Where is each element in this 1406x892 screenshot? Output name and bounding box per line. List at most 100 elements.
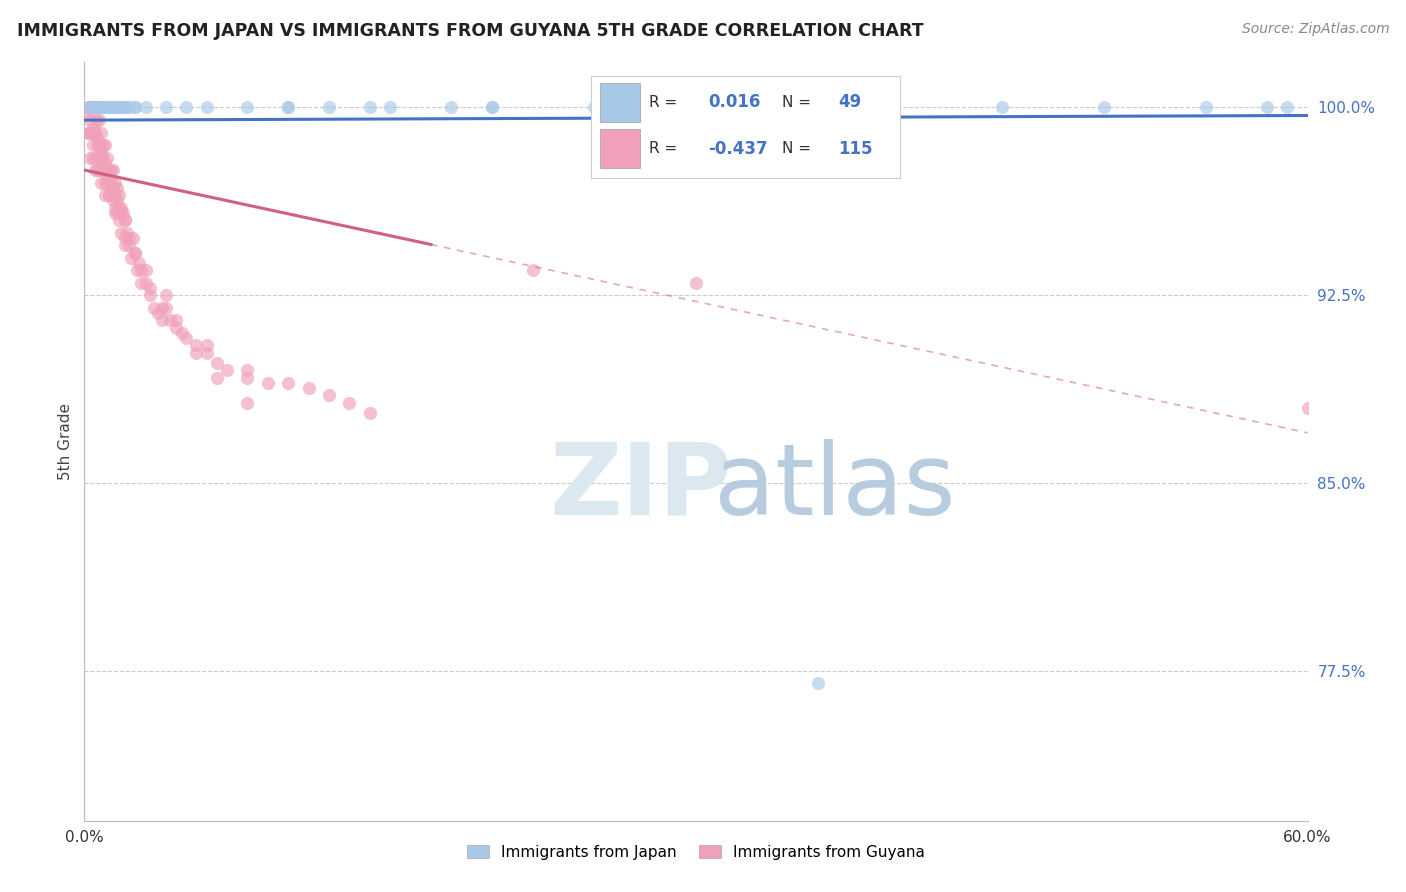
Point [186, 338, 208, 352]
Point [93, 138, 115, 153]
Point [685, 276, 707, 290]
Point [83, 126, 105, 140]
Point [105, 193, 128, 207]
Point [481, 100, 503, 114]
Point [87, 100, 110, 114]
Point [91, 138, 114, 153]
Point [90, 145, 112, 160]
Point [104, 188, 127, 202]
Point [118, 230, 141, 244]
Point [127, 263, 149, 277]
Point [155, 100, 177, 114]
Point [131, 263, 153, 277]
Point [174, 331, 197, 345]
Point [82, 100, 104, 114]
Point [122, 230, 145, 244]
Point [91, 151, 114, 165]
Point [150, 301, 173, 315]
Point [131, 276, 153, 290]
Text: ZIP: ZIP [550, 439, 733, 535]
Point [807, 676, 830, 690]
Point [86, 138, 108, 153]
Point [277, 100, 299, 114]
Point [118, 100, 141, 114]
Point [90, 126, 112, 140]
Point [87, 138, 110, 153]
Point [991, 100, 1014, 114]
Point [142, 301, 165, 315]
Point [83, 100, 105, 114]
Point [86, 113, 108, 128]
Point [105, 205, 128, 219]
Point [1092, 100, 1115, 114]
Point [79, 100, 101, 114]
Point [83, 126, 105, 140]
Point [108, 188, 131, 202]
Point [217, 363, 239, 377]
Point [82, 120, 104, 135]
Point [100, 176, 122, 190]
Text: 0.016: 0.016 [709, 94, 761, 112]
Point [298, 381, 321, 395]
Text: 49: 49 [838, 94, 862, 112]
Text: IMMIGRANTS FROM JAPAN VS IMMIGRANTS FROM GUYANA 5TH GRADE CORRELATION CHART: IMMIGRANTS FROM JAPAN VS IMMIGRANTS FROM… [17, 22, 924, 40]
Point [97, 188, 120, 202]
Point [86, 151, 108, 165]
Point [380, 100, 402, 114]
Point [135, 263, 157, 277]
Point [101, 100, 124, 114]
Point [1277, 100, 1299, 114]
Point [79, 100, 101, 114]
Point [77, 126, 100, 140]
Text: atlas: atlas [714, 439, 956, 535]
Point [787, 100, 810, 114]
Point [108, 213, 131, 227]
Point [93, 163, 115, 178]
Point [100, 188, 122, 202]
Point [93, 100, 115, 114]
Point [685, 100, 707, 114]
Point [277, 376, 299, 390]
Text: N =: N = [782, 95, 811, 110]
Point [86, 130, 108, 145]
Point [93, 188, 115, 202]
Point [104, 201, 127, 215]
Point [114, 213, 136, 227]
Point [96, 163, 118, 178]
Point [150, 313, 173, 327]
Point [195, 338, 218, 352]
Point [135, 276, 157, 290]
Point [91, 100, 114, 114]
Point [104, 176, 127, 190]
Point [1296, 401, 1319, 415]
Point [124, 245, 146, 260]
Point [112, 100, 135, 114]
Point [96, 100, 118, 114]
Bar [600, 129, 640, 168]
Point [236, 370, 259, 384]
Point [90, 163, 112, 178]
Point [159, 313, 181, 327]
Point [104, 100, 127, 114]
Point [165, 313, 187, 327]
Point [110, 100, 132, 114]
Point [138, 280, 160, 294]
Point [195, 100, 218, 114]
Point [79, 151, 101, 165]
Point [101, 180, 124, 194]
Point [205, 370, 228, 384]
Point [135, 100, 157, 114]
Point [339, 396, 361, 410]
Point [77, 100, 100, 114]
Point [146, 306, 169, 320]
Point [79, 113, 101, 128]
Point [155, 288, 177, 302]
Point [83, 100, 105, 114]
Point [104, 205, 127, 219]
Point [110, 205, 132, 219]
Point [124, 100, 146, 114]
Point [87, 163, 110, 178]
Point [82, 151, 104, 165]
Point [112, 205, 135, 219]
Point [96, 151, 118, 165]
